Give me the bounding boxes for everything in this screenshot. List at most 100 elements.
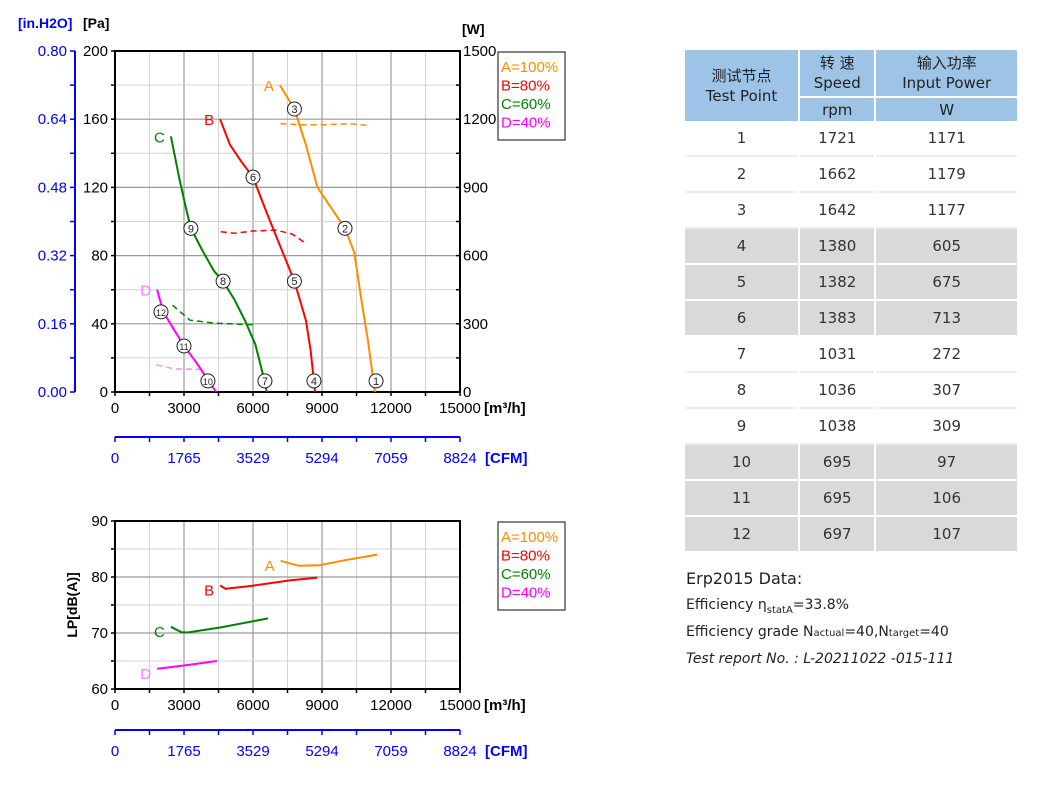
- table-row: 1 1721 1171: [685, 121, 1017, 157]
- cell-test-point: 3: [685, 193, 799, 229]
- x-axis-label: [m³/h]: [484, 400, 526, 417]
- cfm-tick-label: 8824: [443, 450, 476, 467]
- table-row: 3 1642 1177: [685, 193, 1017, 229]
- cfm-tick-label: 3529: [236, 450, 269, 467]
- inh2o-tick-label: 0.00: [38, 384, 67, 401]
- cfm-tick-label: 3529: [236, 743, 269, 760]
- legend-entry: A=100%: [501, 59, 558, 76]
- watt-tick-label: 0: [463, 384, 471, 401]
- inh2o-tick-label: 0.80: [38, 43, 67, 60]
- test-point-label: 7: [262, 376, 268, 388]
- cell-power: 307: [876, 373, 1017, 409]
- header-speed: 转 速 Speed: [800, 50, 875, 96]
- test-point-marker: [183, 220, 199, 236]
- y-tick-label: 40: [91, 316, 108, 333]
- cfm-tick-label: 8824: [443, 743, 476, 760]
- table-row: 4 1380 605: [685, 229, 1017, 265]
- x-tick-label: 6000: [236, 697, 269, 714]
- header-power-unit: W: [876, 96, 1017, 121]
- cell-test-point: 8: [685, 373, 799, 409]
- y-tick-label: 90: [91, 513, 108, 530]
- test-point-marker: [368, 373, 384, 389]
- cfm-axis-label: [CFM]: [485, 743, 527, 760]
- cfm-tick-label: 5294: [305, 450, 338, 467]
- watt-tick-label: 600: [463, 248, 488, 265]
- cell-speed: 1721: [800, 121, 875, 157]
- test-point-table: 测试节点 Test Point 转 速 Speed 输入功率 Input Power …: [683, 50, 1019, 553]
- test-point-label: 6: [250, 172, 256, 184]
- x-tick-label: 12000: [370, 697, 412, 714]
- test-point-label: 9: [188, 223, 194, 235]
- cell-speed: 1383: [800, 301, 875, 337]
- cell-speed: 695: [800, 445, 875, 481]
- x-tick-label: 3000: [167, 697, 200, 714]
- cfm-axis-label: [CFM]: [485, 450, 527, 467]
- x-tick-label: 9000: [305, 697, 338, 714]
- cfm-tick-label: 1765: [167, 743, 200, 760]
- y-tick-label: 120: [83, 179, 108, 196]
- x-tick-label: 3000: [167, 400, 200, 417]
- cfm-tick-label: 0: [111, 450, 119, 467]
- x-tick-label: 15000: [439, 400, 481, 417]
- legend-entry: B=80%: [501, 548, 550, 565]
- cell-speed: 697: [800, 517, 875, 553]
- header-speed-unit: rpm: [800, 96, 875, 121]
- test-point-label: 11: [179, 342, 188, 352]
- legend-entry: D=40%: [501, 115, 551, 132]
- test-point-marker: [306, 373, 322, 389]
- inh2o-tick-label: 0.48: [38, 179, 67, 196]
- noise-curve-A: [280, 553, 378, 567]
- cell-speed: 1380: [800, 229, 875, 265]
- cfm-tick-label: 5294: [305, 743, 338, 760]
- test-point-label: 2: [342, 223, 348, 235]
- cell-power: 1177: [876, 193, 1017, 229]
- cell-power: 1171: [876, 121, 1017, 157]
- cell-power: 309: [876, 409, 1017, 445]
- y-tick-label: 80: [91, 569, 108, 586]
- legend-entry: A=100%: [501, 529, 558, 546]
- legend-entry: C=60%: [501, 96, 551, 113]
- erp-efficiency: Efficiency ηstatA=33.8%: [686, 597, 850, 616]
- noise-curve-label-B: B: [204, 582, 214, 599]
- legend-entry: C=60%: [501, 566, 551, 583]
- table-row: 8 1036 307: [685, 373, 1017, 409]
- x-axis-label: [m³/h]: [484, 697, 526, 714]
- noise-curve-label-D: D: [140, 666, 151, 683]
- inh2o-tick-label: 0.32: [38, 248, 67, 265]
- cell-test-point: 2: [685, 157, 799, 193]
- inh2o-axis-label: [in.H2O]: [18, 15, 72, 31]
- noise-curve-B: [219, 576, 318, 590]
- test-point-marker: [257, 373, 273, 389]
- cell-power: 107: [876, 517, 1017, 553]
- cell-test-point: 10: [685, 445, 799, 481]
- watt-tick-label: 1500: [463, 43, 496, 60]
- curve-label-D: D: [140, 283, 151, 300]
- noise-curve-D: [156, 660, 218, 670]
- curve-label-B: B: [204, 112, 214, 129]
- x-tick-label: 0: [111, 400, 119, 417]
- cfm-tick-label: 0: [111, 743, 119, 760]
- test-point-marker: [153, 304, 169, 320]
- cell-power: 713: [876, 301, 1017, 337]
- cell-test-point: 1: [685, 121, 799, 157]
- test-point-label: 5: [291, 276, 297, 288]
- cell-power: 97: [876, 445, 1017, 481]
- watt-axis-label: [W]: [462, 21, 485, 37]
- test-point-marker: [245, 169, 261, 185]
- test-point-label: 8: [220, 276, 226, 288]
- test-point-label: 3: [291, 104, 297, 116]
- test-point-label: 1: [373, 376, 379, 388]
- power-curve-B: [220, 229, 308, 245]
- x-tick-label: 9000: [305, 400, 338, 417]
- table-row: 7 1031 272: [685, 337, 1017, 373]
- erp-title: Erp2015 Data:: [686, 569, 803, 588]
- x-tick-label: 12000: [370, 400, 412, 417]
- test-point-marker: [176, 338, 192, 354]
- cell-speed: 1031: [800, 337, 875, 373]
- charts: 0 3000 6000 9000 12000 15000 [m³/h]0 1765 3529 52…: [18, 15, 566, 760]
- y-tick-label: 200: [83, 43, 108, 60]
- legend-entry: B=80%: [501, 78, 550, 95]
- test-point-label: 4: [311, 376, 317, 388]
- table-body: 1 1721 1171 2 1662 1179 3 1642 1177 4 1380 605 5 1382…: [685, 121, 1017, 553]
- cell-test-point: 4: [685, 229, 799, 265]
